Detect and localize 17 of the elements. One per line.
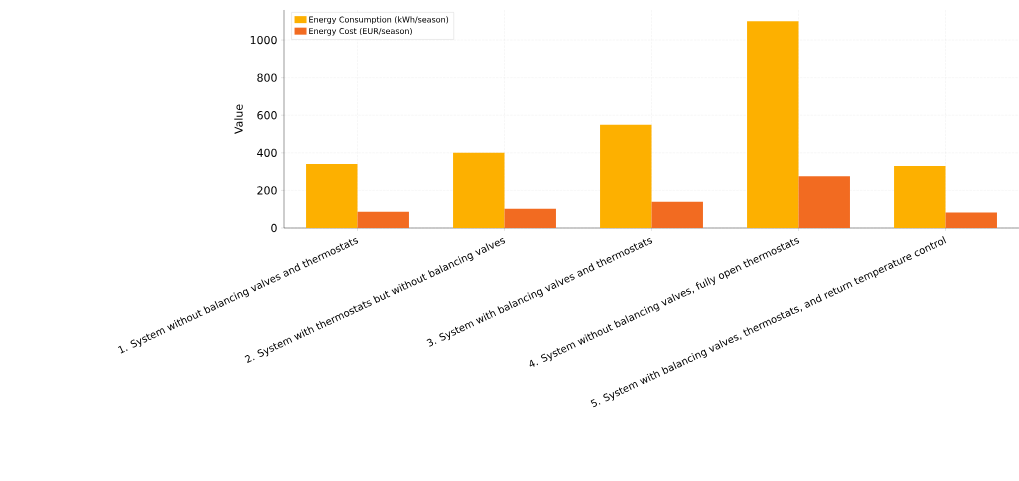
y-tick-label: 400	[257, 148, 277, 157]
bar	[453, 152, 505, 228]
bar	[600, 124, 652, 228]
bar	[894, 165, 946, 228]
bar	[747, 21, 799, 228]
y-tick-label: 600	[257, 111, 277, 120]
bar	[651, 201, 703, 228]
y-tick-label: 200	[257, 186, 277, 195]
y-tick-label: 1000	[250, 35, 277, 45]
bar	[504, 208, 556, 228]
y-tick-label: 800	[257, 73, 277, 82]
bar	[357, 211, 409, 228]
bar	[798, 176, 850, 228]
bar	[306, 164, 358, 228]
y-tick-label: 0	[271, 223, 277, 233]
bar	[945, 212, 997, 228]
y-axis-title: Value	[234, 104, 243, 134]
